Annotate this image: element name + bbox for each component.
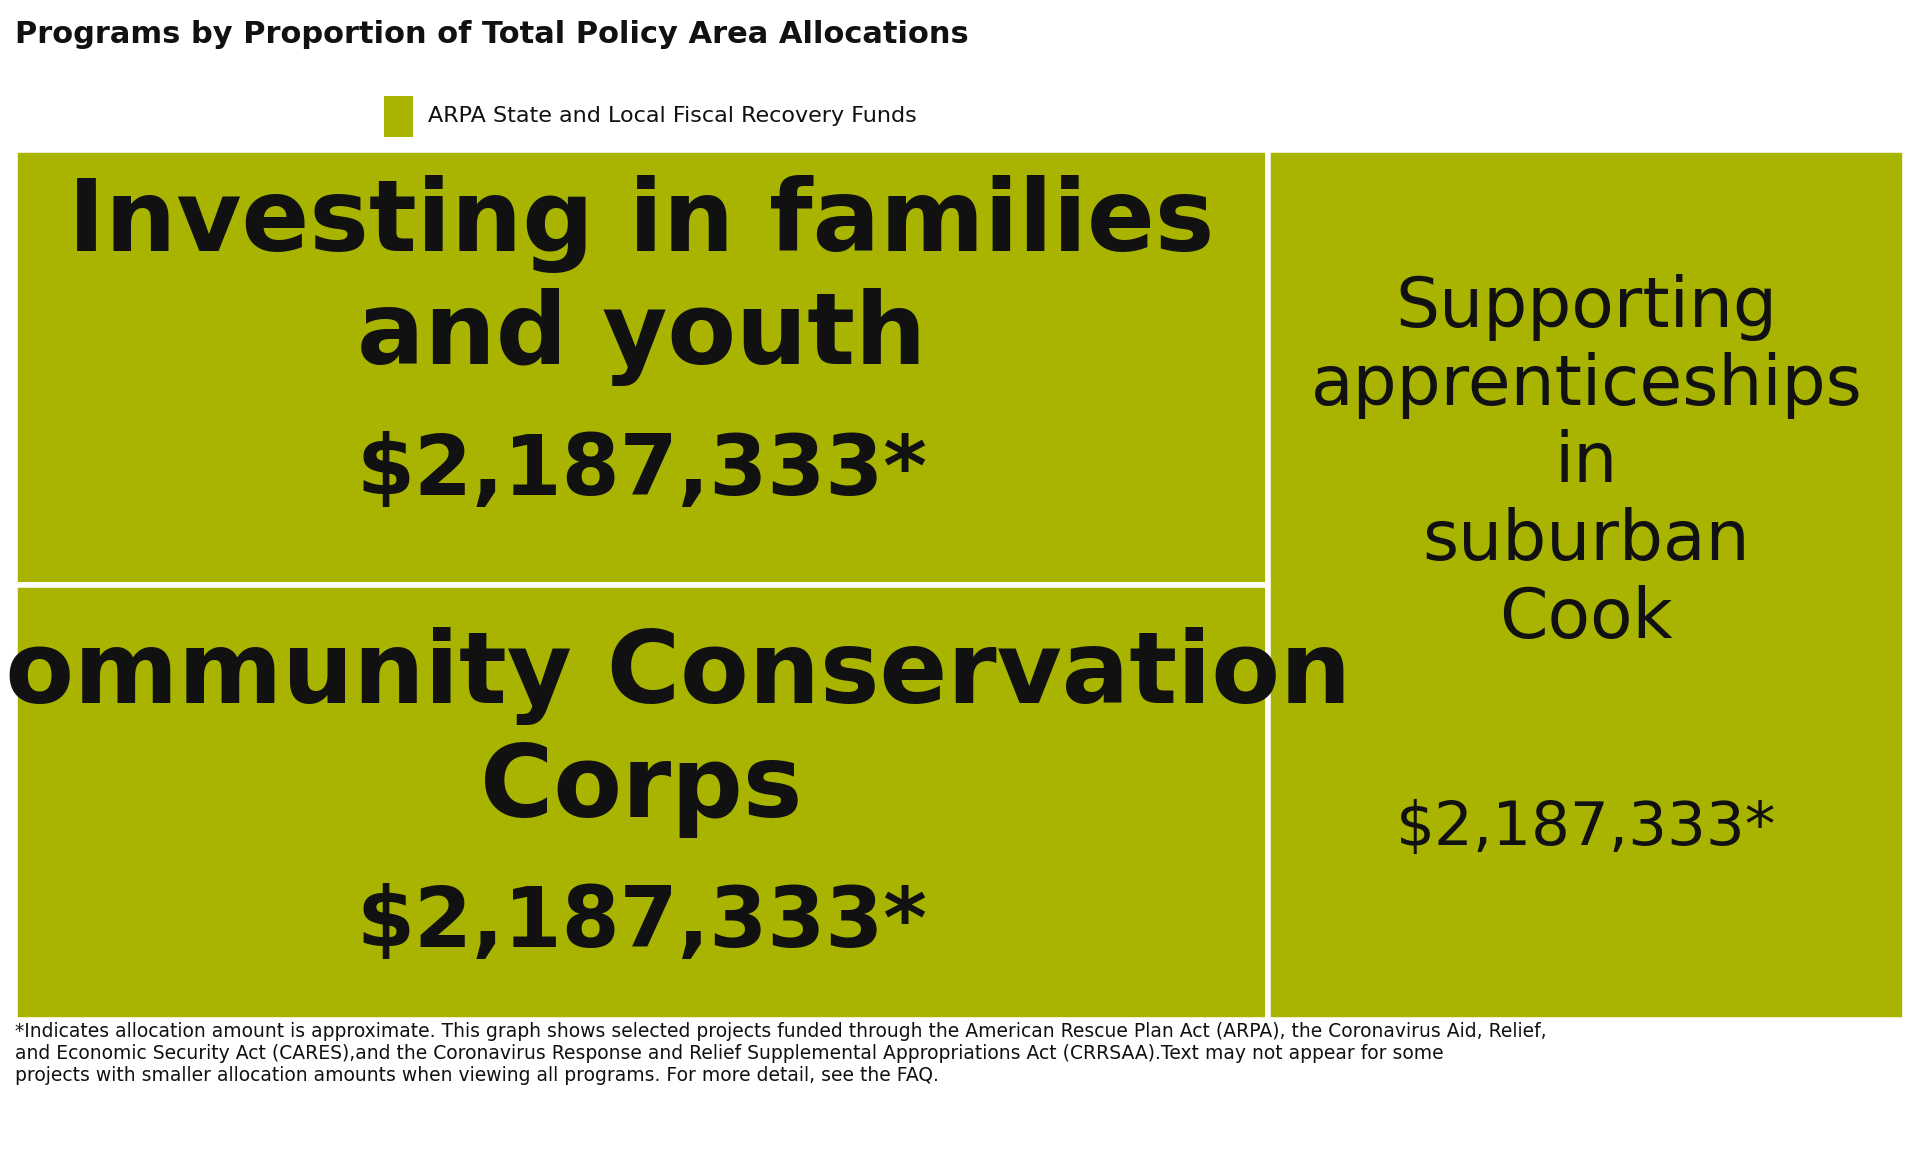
Bar	[15, 150, 1267, 585]
Text: $2,187,333*: $2,187,333*	[357, 884, 927, 964]
Text: Investing in families
and youth: Investing in families and youth	[69, 175, 1215, 386]
Text: ARPA State and Local Fiscal Recovery Funds: ARPA State and Local Fiscal Recovery Fun…	[428, 106, 918, 126]
Text: $2,187,333*: $2,187,333*	[1396, 798, 1776, 858]
Text: Supporting
apprenticeships
in
suburban
Cook: Supporting apprenticeships in suburban C…	[1311, 274, 1862, 652]
Bar	[15, 585, 1267, 1020]
Bar	[384, 96, 413, 137]
Bar	[1267, 150, 1905, 1020]
Text: $2,187,333*: $2,187,333*	[357, 431, 927, 513]
Text: *Indicates allocation amount is approximate. This graph shows selected projects : *Indicates allocation amount is approxim…	[15, 1022, 1548, 1085]
Text: Community Conservation
Corps: Community Conservation Corps	[0, 628, 1352, 838]
Text: Programs by Proportion of Total Policy Area Allocations: Programs by Proportion of Total Policy A…	[15, 20, 970, 50]
